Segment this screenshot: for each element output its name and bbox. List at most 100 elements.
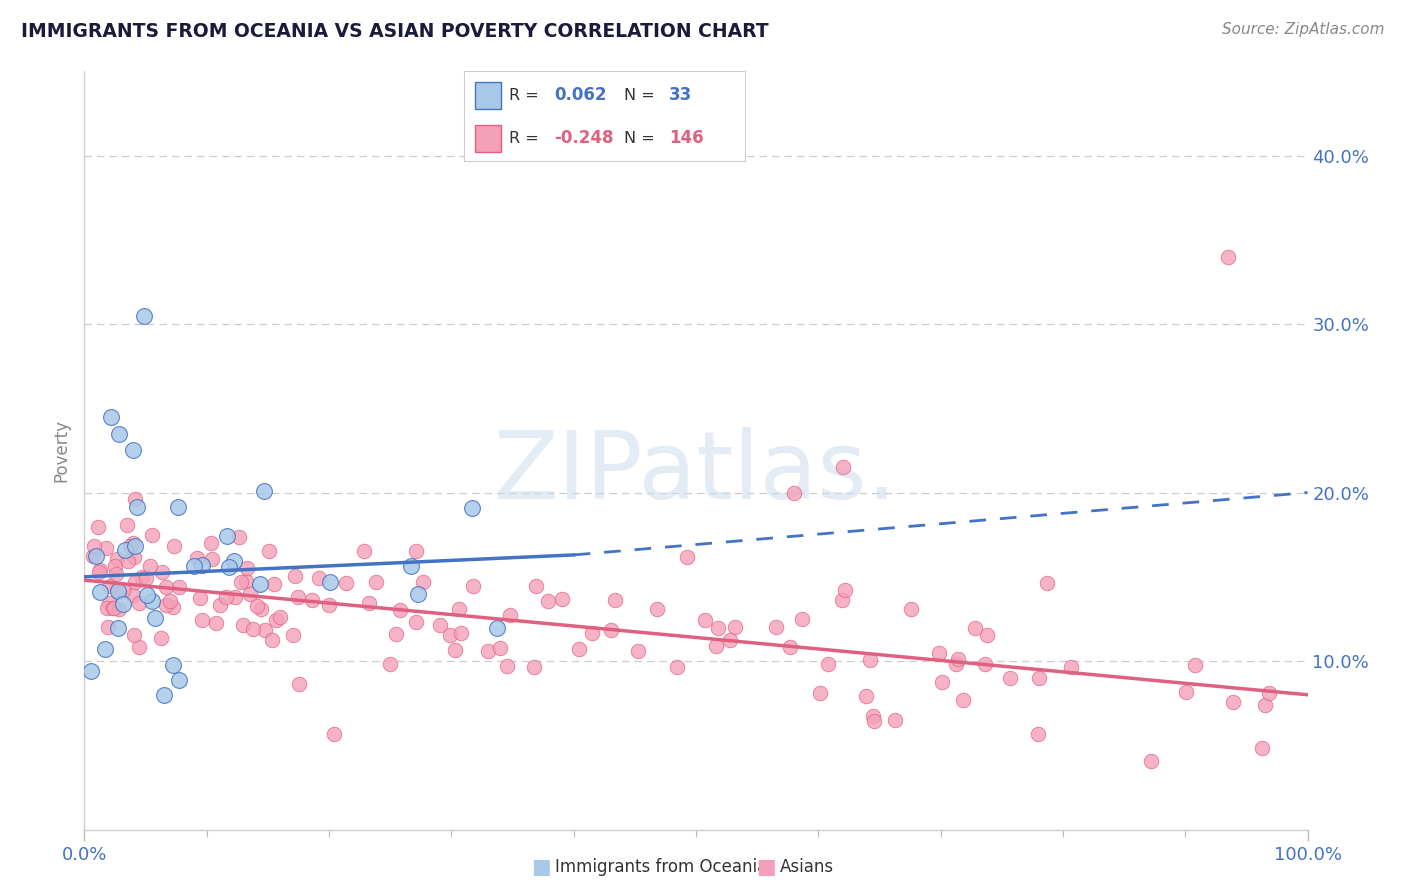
Text: N =: N =	[624, 131, 655, 145]
Point	[412, 575, 434, 590]
Point	[122, 535, 145, 549]
Point	[1254, 698, 1277, 712]
Point	[1028, 672, 1050, 686]
Point	[103, 600, 125, 615]
Point	[107, 621, 129, 635]
Point	[132, 309, 155, 323]
Point	[1257, 685, 1279, 699]
Point	[228, 530, 250, 544]
Point	[82, 549, 104, 563]
Point	[252, 483, 274, 498]
Point	[550, 591, 572, 606]
Point	[118, 539, 141, 553]
Text: Source: ZipAtlas.com: Source: ZipAtlas.com	[1222, 22, 1385, 37]
Point	[931, 675, 953, 690]
Point	[218, 560, 240, 574]
Point	[817, 657, 839, 672]
Point	[115, 517, 138, 532]
Point	[477, 644, 499, 658]
Point	[287, 677, 309, 691]
Point	[105, 552, 128, 566]
Point	[1000, 671, 1022, 685]
Point	[537, 594, 560, 608]
Point	[87, 565, 110, 579]
FancyBboxPatch shape	[475, 82, 501, 109]
Point	[112, 597, 135, 611]
Point	[153, 688, 176, 702]
Text: -0.248: -0.248	[554, 129, 613, 147]
Point	[439, 628, 461, 642]
Point	[429, 618, 451, 632]
Point	[405, 544, 427, 558]
Point	[183, 559, 205, 574]
Point	[98, 579, 121, 593]
Point	[1222, 695, 1244, 709]
Point	[399, 559, 422, 574]
Point	[191, 613, 214, 627]
Point	[131, 570, 153, 584]
Point	[524, 579, 547, 593]
Point	[121, 443, 143, 458]
Point	[1035, 576, 1057, 591]
Point	[235, 574, 257, 589]
Point	[834, 582, 856, 597]
Point	[208, 598, 231, 612]
Text: ZIPatlas.: ZIPatlas.	[494, 427, 898, 519]
Point	[945, 657, 967, 672]
Point	[1026, 727, 1049, 741]
Point	[236, 561, 259, 575]
Point	[495, 659, 517, 673]
Point	[98, 596, 121, 610]
Point	[862, 709, 884, 723]
Point	[831, 460, 853, 475]
Point	[808, 686, 831, 700]
Point	[269, 610, 291, 624]
Point	[84, 549, 107, 564]
Point	[335, 575, 357, 590]
Point	[155, 580, 177, 594]
Point	[108, 426, 131, 441]
Point	[215, 590, 238, 604]
Point	[159, 594, 181, 608]
Point	[100, 409, 122, 424]
Point	[499, 608, 522, 623]
Point	[114, 542, 136, 557]
FancyBboxPatch shape	[475, 125, 501, 152]
Point	[162, 657, 184, 672]
Point	[112, 583, 135, 598]
Text: N =: N =	[624, 88, 655, 103]
Point	[603, 593, 626, 607]
Point	[249, 576, 271, 591]
Point	[946, 652, 969, 666]
Point	[357, 596, 380, 610]
Point	[378, 657, 401, 672]
Point	[117, 553, 139, 567]
Point	[200, 535, 222, 549]
Text: R =: R =	[509, 88, 538, 103]
Point	[105, 583, 128, 598]
Text: R =: R =	[509, 131, 538, 145]
Point	[318, 598, 340, 612]
Point	[287, 590, 309, 604]
Point	[463, 579, 485, 593]
Point	[765, 619, 787, 633]
Point	[96, 601, 118, 615]
Point	[718, 633, 741, 648]
Point	[222, 554, 245, 568]
Point	[80, 665, 103, 679]
Point	[124, 549, 146, 564]
Point	[281, 628, 304, 642]
Point	[884, 713, 907, 727]
Point	[128, 640, 150, 654]
Text: 0.062: 0.062	[554, 87, 606, 104]
Point	[167, 673, 190, 687]
Point	[242, 622, 264, 636]
Point	[366, 575, 388, 590]
Point	[704, 640, 727, 654]
Text: 33: 33	[669, 87, 693, 104]
Point	[863, 714, 886, 728]
Point	[246, 599, 269, 614]
Point	[284, 569, 307, 583]
Point	[239, 587, 262, 601]
Text: IMMIGRANTS FROM OCEANIA VS ASIAN POVERTY CORRELATION CHART: IMMIGRANTS FROM OCEANIA VS ASIAN POVERTY…	[21, 22, 769, 41]
